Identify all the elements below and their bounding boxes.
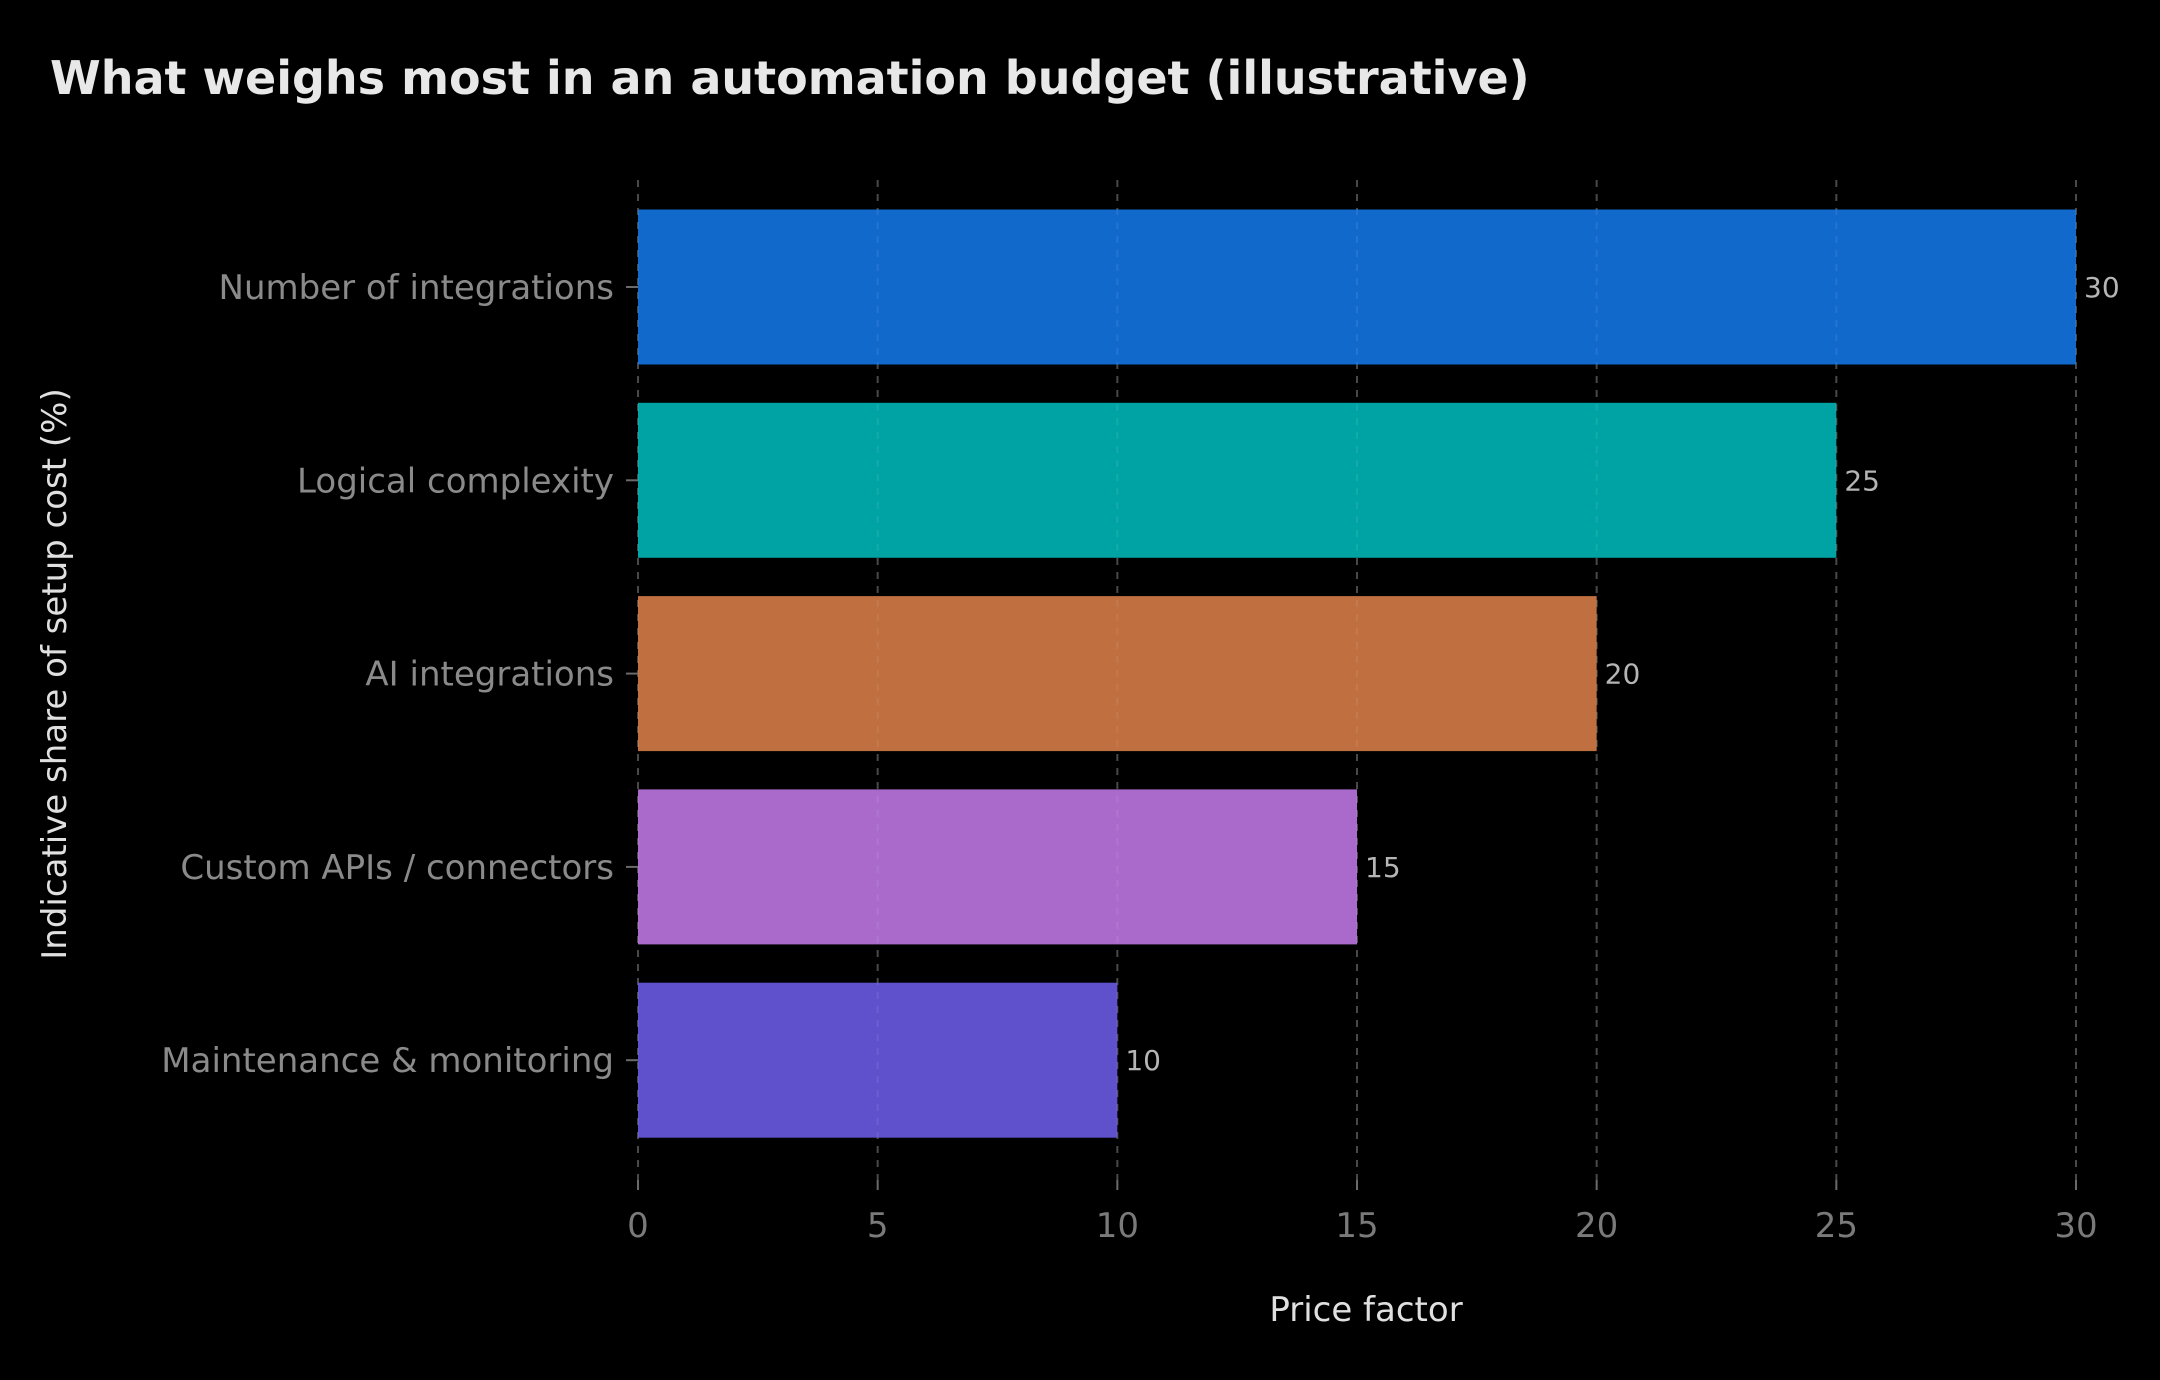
x-tick-label: 25 (1815, 1206, 1858, 1246)
bar (638, 789, 1357, 945)
x-tick-label: 30 (2054, 1206, 2097, 1246)
value-label: 20 (1605, 658, 1641, 691)
value-label: 25 (1844, 464, 1880, 497)
value-label: 30 (2084, 271, 2120, 304)
value-label: 15 (1365, 851, 1401, 884)
category-label: Custom APIs / connectors (180, 848, 614, 888)
category-label: Number of integrations (219, 268, 614, 308)
category-label: Logical complexity (297, 461, 614, 501)
x-tick-label: 20 (1575, 1206, 1618, 1246)
labels: 0 5 10 15 20 25 30 Number of integrations 30 Logi… (161, 268, 2119, 1246)
bar (638, 596, 1597, 752)
bar (638, 209, 2076, 365)
x-tick-label: 10 (1096, 1206, 1139, 1246)
bar (638, 982, 1118, 1138)
category-label: Maintenance & monitoring (161, 1041, 614, 1081)
value-label: 10 (1125, 1044, 1161, 1077)
chart-title: What weighs most in an automation budget… (50, 51, 1530, 105)
x-tick-label: 0 (627, 1206, 649, 1246)
x-tick-label: 5 (867, 1206, 889, 1246)
x-axis-title: Price factor (1269, 1290, 1462, 1330)
bar (638, 402, 1837, 558)
y-axis-title: Indicative share of setup cost (%) (35, 388, 75, 959)
x-tick-label: 15 (1335, 1206, 1378, 1246)
axis-ticks (626, 286, 2077, 1190)
bars (637, 180, 2077, 1180)
category-label: AI integrations (365, 655, 614, 695)
